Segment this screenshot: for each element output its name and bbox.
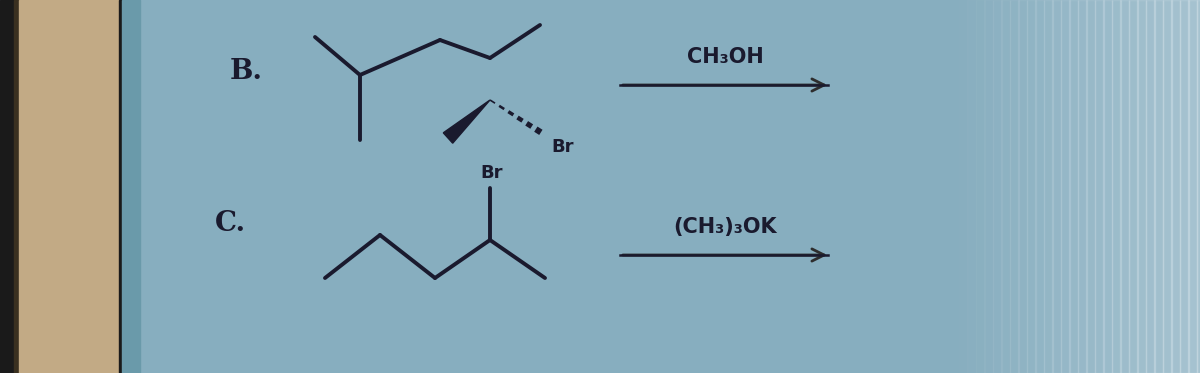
Bar <box>122 0 140 373</box>
Bar <box>1001 0 1010 373</box>
Bar <box>959 0 967 373</box>
Bar <box>984 0 994 373</box>
Polygon shape <box>443 100 490 143</box>
Bar <box>1171 0 1180 373</box>
Bar <box>19 0 119 373</box>
Bar <box>1034 0 1044 373</box>
Bar <box>1163 0 1171 373</box>
Bar <box>1052 0 1061 373</box>
Bar <box>950 0 959 373</box>
Bar <box>1018 0 1027 373</box>
Bar <box>1086 0 1096 373</box>
Text: CH₃OH: CH₃OH <box>686 47 763 67</box>
Bar <box>1111 0 1121 373</box>
Bar <box>14 0 19 373</box>
Bar <box>1044 0 1052 373</box>
Text: B.: B. <box>230 58 263 85</box>
Bar <box>1188 0 1198 373</box>
Text: (CH₃)₃OK: (CH₃)₃OK <box>673 217 776 237</box>
Text: C.: C. <box>215 210 246 237</box>
Bar <box>1154 0 1163 373</box>
Bar <box>992 0 1002 373</box>
Bar <box>1180 0 1188 373</box>
Text: Br: Br <box>551 138 574 156</box>
Bar <box>1009 0 1019 373</box>
Bar <box>1146 0 1154 373</box>
Bar <box>1069 0 1078 373</box>
Bar <box>1138 0 1146 373</box>
Bar <box>119 0 122 373</box>
Bar <box>1103 0 1112 373</box>
Bar <box>967 0 976 373</box>
Text: Br: Br <box>480 164 503 182</box>
Bar <box>1078 0 1086 373</box>
Bar <box>1061 0 1069 373</box>
Bar <box>1128 0 1138 373</box>
Bar <box>1196 0 1200 373</box>
Bar <box>0 0 14 373</box>
Bar <box>1094 0 1104 373</box>
Bar <box>976 0 984 373</box>
Bar <box>1026 0 1036 373</box>
Bar <box>1120 0 1129 373</box>
